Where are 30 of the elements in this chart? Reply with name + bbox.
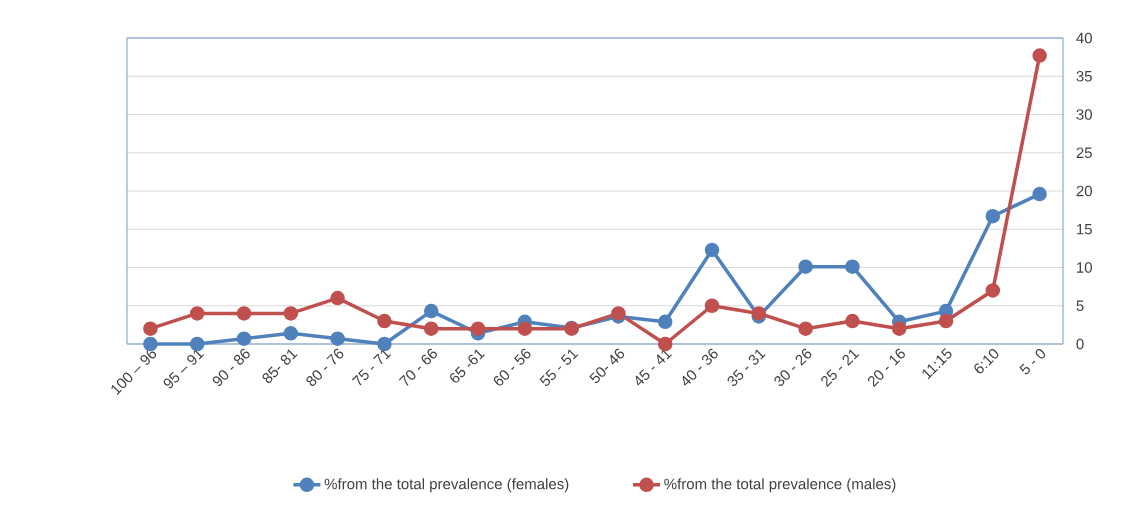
x-tick-label: 75 - 71 xyxy=(351,349,392,386)
y-tick-label: 25 xyxy=(1076,147,1092,159)
x-tick-label: 6:10 xyxy=(974,349,999,374)
x-tick-label: 20 - 16 xyxy=(868,348,905,388)
y-tick-label: 5 xyxy=(1076,300,1084,311)
x-tick-label: 30 - 26 xyxy=(774,348,812,386)
x-tick-label: 40 - 36 xyxy=(682,348,718,386)
y-tick-label: 30 xyxy=(1076,109,1092,120)
x-tick-label: 85- 81 xyxy=(262,349,298,384)
y-tick-label: 10 xyxy=(1077,262,1092,273)
x-tick-label: 55 - 51 xyxy=(539,349,579,386)
x-tick-label: 70 - 66 xyxy=(398,348,437,386)
x-tick-label: 95 – 91 xyxy=(163,349,205,389)
x-tick-label: 5 - 0 xyxy=(1019,349,1046,375)
x-tick-label: 60 - 56 xyxy=(493,348,531,386)
legend-label: %from the total prevalence (females) xyxy=(324,478,569,493)
y-tick-label: 20 xyxy=(1076,185,1092,197)
x-tick-label: 25 - 21 xyxy=(821,349,860,388)
y-tick-label: 0 xyxy=(1076,338,1084,350)
x-tick-label: 50- 46 xyxy=(589,348,625,384)
x-tick-label: 80 - 76 xyxy=(306,348,344,386)
x-tick-label: 90 - 86 xyxy=(212,348,250,386)
x-tick-label: 45 - 41 xyxy=(635,349,672,386)
x-tick-label: 35 - 31 xyxy=(727,349,766,386)
y-tick-label: 15 xyxy=(1077,224,1092,235)
x-tick-label: 100 – 96 xyxy=(111,348,157,395)
y-tick-label: 35 xyxy=(1076,70,1092,82)
y-tick-label: 40 xyxy=(1076,32,1092,44)
legend-label: %from the total prevalence (males) xyxy=(664,478,896,493)
x-tick-label: 65 -61 xyxy=(450,349,485,383)
